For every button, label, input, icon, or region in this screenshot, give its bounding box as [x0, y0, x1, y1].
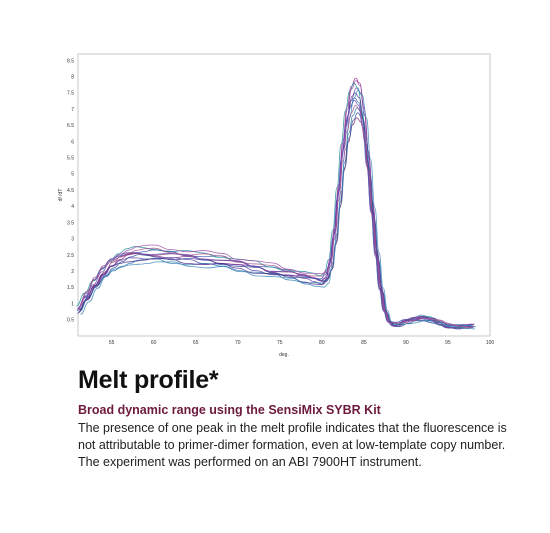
y-tick-label: 2.5	[67, 253, 74, 259]
y-tick-label: 4	[71, 204, 74, 210]
y-tick-label: 6.5	[67, 123, 74, 129]
x-axis-title: deg.	[279, 352, 289, 358]
y-tick-label: 3.5	[67, 220, 74, 226]
y-tick-label: 5.5	[67, 156, 74, 162]
chart-svg: 55 60 65 70 75 80 85 90 95 100 0.511.522.533.544.…	[58, 53, 495, 358]
description-text: The presence of one peak in the melt pro…	[78, 421, 507, 469]
x-tick-label: 55	[109, 340, 115, 346]
y-tick-label: 7.5	[67, 91, 74, 97]
x-tick-label: 90	[403, 340, 409, 346]
y-tick-label: 3	[71, 237, 74, 243]
page-heading: Melt profile*	[78, 366, 219, 394]
y-axis-title: df /dT	[58, 189, 64, 202]
y-tick-label: 6	[71, 139, 74, 145]
melt-curve-series	[76, 100, 472, 329]
x-tick-label: 100	[486, 340, 495, 346]
y-tick-label: 8.5	[67, 58, 74, 64]
y-tick-label: 5	[71, 172, 74, 178]
subheading: Broad dynamic range using the SensiMix S…	[78, 403, 381, 417]
y-tick-label: 2	[71, 269, 74, 275]
series-layer	[76, 77, 476, 330]
x-tick-label: 80	[319, 340, 325, 346]
y-ticks-layer: 0.5 1 1.5 2 2.5 3 3.5 4 4.5 5 5.5 6 6.5 7 7.5 8 8.5	[67, 58, 74, 323]
x-ticks-layer: 55 60 65 70 75 80 85 90 95 100	[109, 340, 495, 346]
x-tick-label: 75	[277, 340, 283, 346]
x-tick-label: 85	[361, 340, 367, 346]
melt-curve-chart: 55 60 65 70 75 80 85 90 95 100 0.5 1 1.5 2 2.5 3 3.5 4 4.…	[48, 44, 498, 364]
y-tick-label: 1	[71, 301, 74, 307]
x-tick-label: 60	[151, 340, 157, 346]
y-tick-label: 0.5	[67, 318, 74, 324]
y-tick-label: 4.5	[67, 188, 74, 194]
y-tick-label: 1.5	[67, 285, 74, 291]
x-tick-label: 70	[235, 340, 241, 346]
x-tick-label: 95	[445, 340, 451, 346]
plot-frame	[77, 53, 491, 337]
melt-curve-series	[77, 104, 474, 328]
y-tick-label: 8	[71, 74, 74, 80]
melt-curve-series	[77, 92, 473, 328]
x-tick-label: 65	[193, 340, 199, 346]
y-tick-label: 7	[71, 107, 74, 113]
